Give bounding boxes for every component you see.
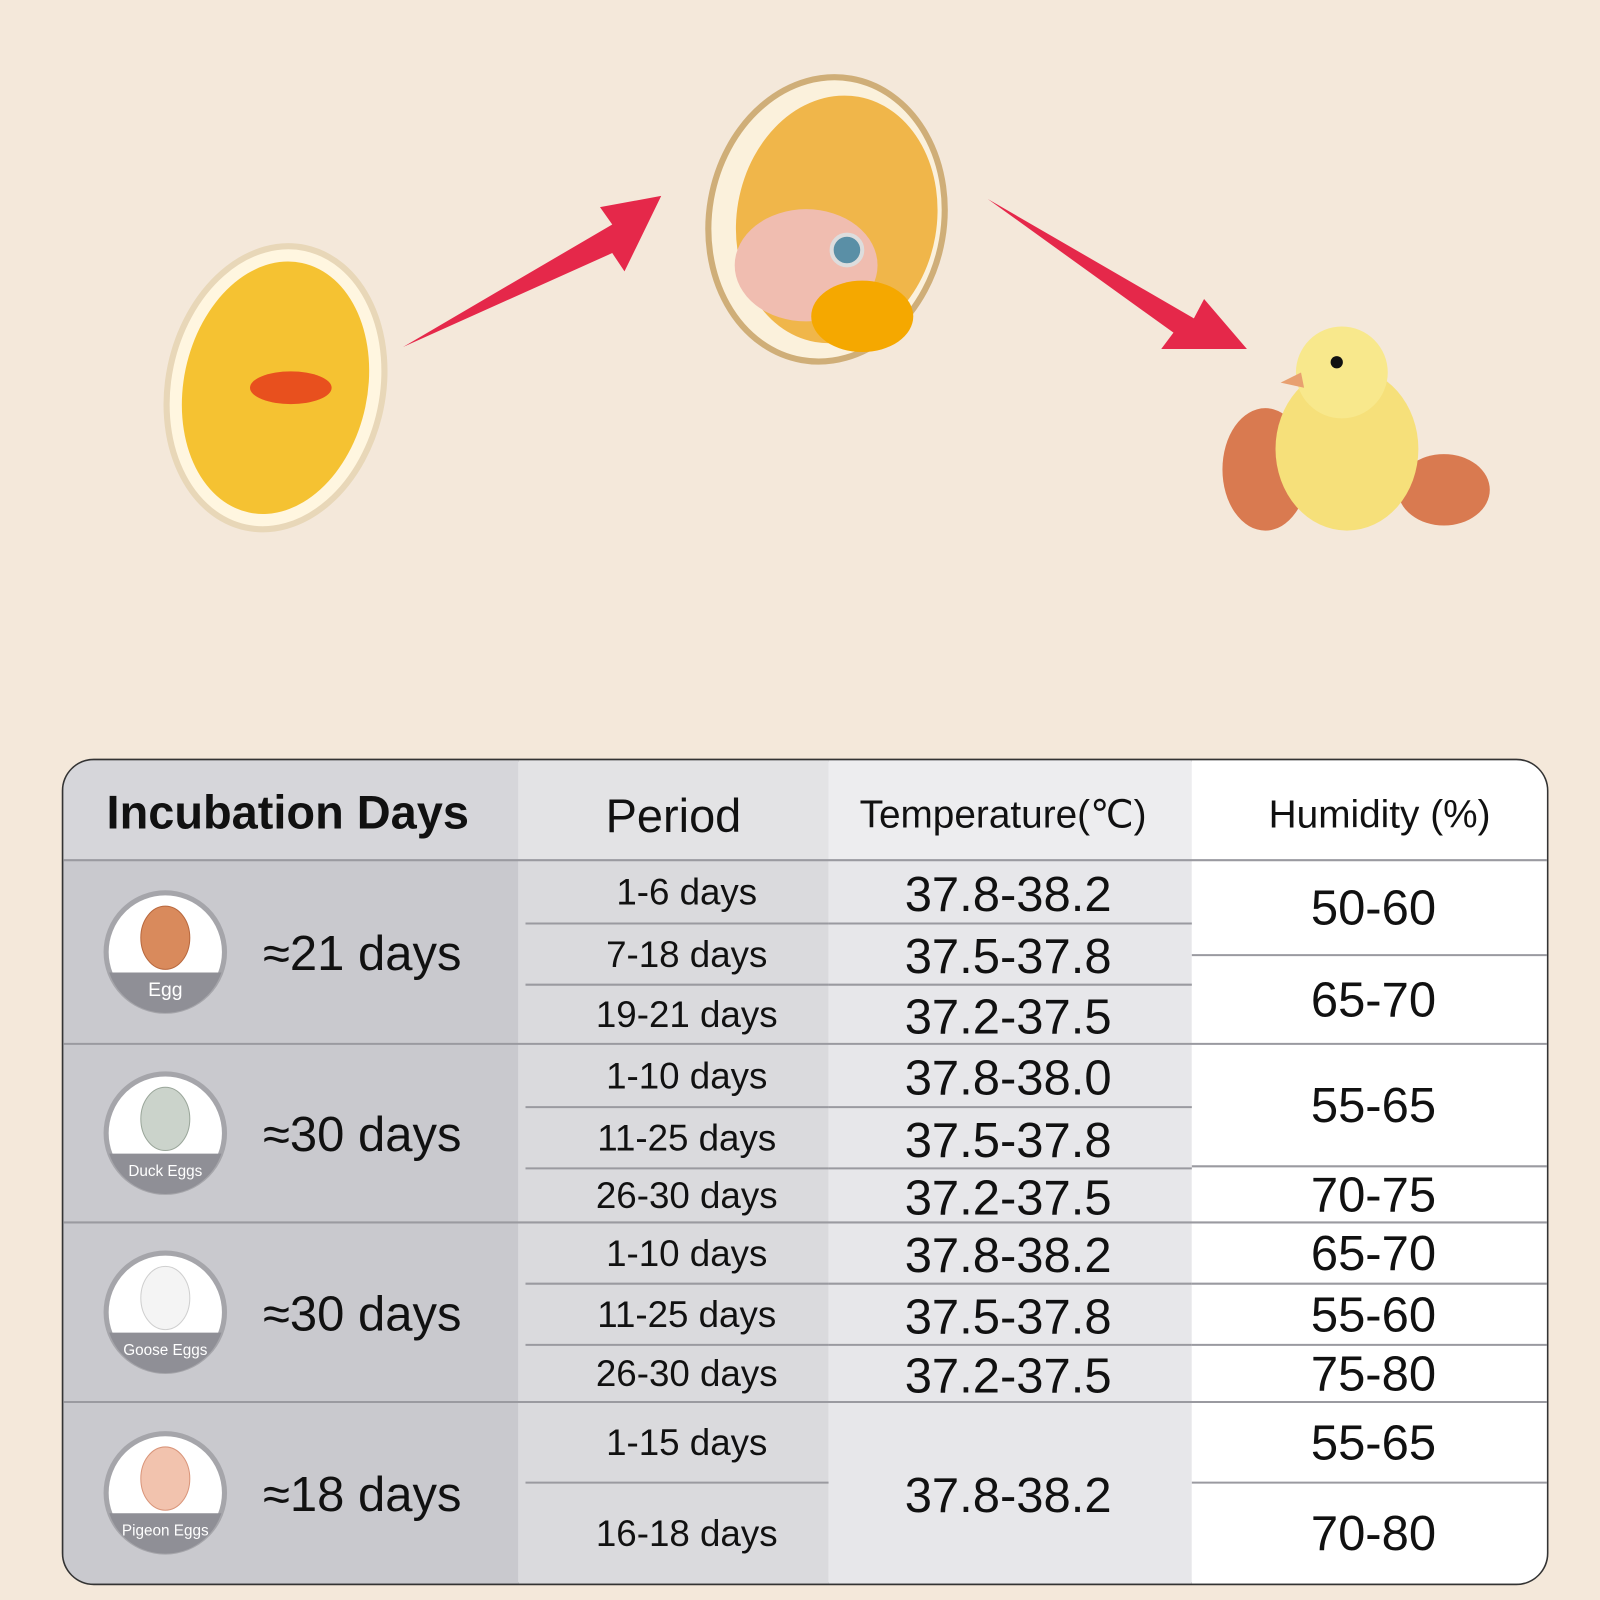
temperature: 37.5-37.8 — [905, 1114, 1112, 1168]
temperature: 37.2-37.5 — [905, 1171, 1112, 1225]
humidity: 70-75 — [1311, 1168, 1436, 1222]
egg-icon: Pigeon Eggs — [103, 1431, 228, 1555]
icon-egg — [140, 1446, 191, 1511]
header-temperature: Temperature(℃) — [860, 794, 1147, 837]
humidity: 75-80 — [1311, 1347, 1436, 1401]
icon-band — [109, 1153, 222, 1194]
column-bg — [828, 760, 1192, 1584]
egg-icon: Egg — [103, 890, 228, 1014]
icon-egg — [140, 1086, 191, 1152]
header-humidity: Humidity (%) — [1269, 794, 1491, 837]
header-bg — [518, 760, 829, 861]
period: 16-18 days — [596, 1513, 778, 1554]
egg-label: Pigeon Eggs — [122, 1523, 209, 1540]
egg-label: Egg — [148, 979, 182, 1001]
period: 26-30 days — [596, 1353, 778, 1394]
egg-label: Duck Eggs — [128, 1163, 202, 1180]
period: 1-6 days — [616, 872, 757, 913]
header-bg — [828, 760, 1192, 861]
period: 7-18 days — [606, 934, 767, 975]
period: 1-15 days — [606, 1422, 767, 1463]
period: 11-25 days — [597, 1118, 776, 1159]
period: 11-25 days — [597, 1294, 776, 1335]
egg-icon: Duck Eggs — [103, 1071, 228, 1195]
header-incubation: Incubation Days — [107, 787, 469, 839]
temperature: 37.8-38.2 — [905, 1469, 1112, 1523]
temperature: 37.2-37.5 — [905, 990, 1112, 1044]
temperature: 37.2-37.5 — [905, 1350, 1112, 1404]
period: 1-10 days — [606, 1233, 767, 1274]
icon-band — [109, 972, 222, 1013]
icon-egg — [140, 1265, 191, 1331]
column-bg — [518, 760, 829, 1584]
temperature: 37.8-38.2 — [905, 868, 1112, 922]
temperature: 37.8-38.2 — [905, 1229, 1112, 1283]
incubation-days: ≈30 days — [263, 1108, 461, 1162]
egg-icon: Goose Eggs — [103, 1250, 228, 1374]
header-bg — [1191, 760, 1547, 861]
incubation-days: ≈21 days — [263, 927, 461, 981]
humidity: 55-65 — [1311, 1416, 1436, 1470]
humidity: 55-65 — [1311, 1079, 1436, 1133]
temperature: 37.8-38.0 — [905, 1052, 1112, 1106]
column-bg — [1191, 760, 1547, 1584]
header-bg — [63, 760, 519, 861]
humidity: 50-60 — [1311, 882, 1436, 936]
humidity: 65-70 — [1311, 1227, 1436, 1281]
header-period: Period — [606, 790, 742, 842]
table: Incubation Days Period Temperature(℃) Humid… — [63, 760, 1547, 1584]
humidity: 55-60 — [1311, 1288, 1436, 1342]
humidity: 70-80 — [1311, 1507, 1436, 1561]
period: 19-21 days — [596, 994, 778, 1035]
icon-band — [109, 1513, 222, 1554]
temperature: 37.5-37.8 — [905, 930, 1112, 984]
humidity: 65-70 — [1311, 974, 1436, 1028]
illustration — [163, 74, 1490, 533]
incubation-days: ≈30 days — [263, 1287, 461, 1341]
period: 26-30 days — [596, 1175, 778, 1216]
icon-band — [109, 1332, 222, 1374]
incubation-days: ≈18 days — [263, 1468, 461, 1522]
egg-label: Goose Eggs — [123, 1342, 208, 1359]
period: 1-10 days — [606, 1055, 767, 1096]
temperature: 37.5-37.8 — [905, 1290, 1112, 1344]
icon-egg — [140, 905, 191, 970]
